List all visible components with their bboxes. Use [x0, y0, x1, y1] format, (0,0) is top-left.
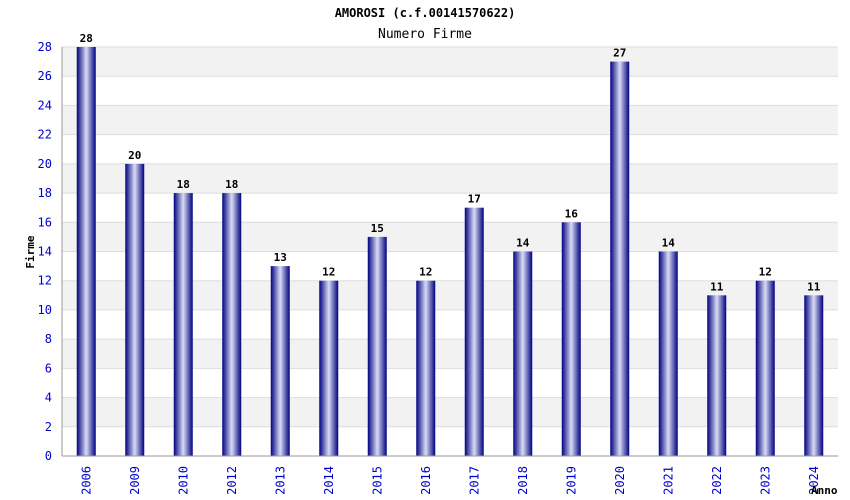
data-label: 11 [710, 280, 724, 293]
bar [270, 266, 290, 456]
data-label: 12 [419, 266, 432, 279]
bar [658, 251, 678, 456]
bar [125, 163, 145, 456]
bar [416, 280, 436, 456]
grid-band [62, 163, 838, 194]
y-tick-label: 2 [45, 420, 52, 434]
data-label: 14 [662, 237, 676, 250]
x-tick-label: 2022 [710, 466, 724, 495]
x-tick-label: 2012 [225, 466, 239, 495]
data-label: 17 [468, 193, 481, 206]
bar [319, 280, 339, 456]
x-tick-label: 2018 [516, 466, 530, 495]
x-tick-label: 2023 [758, 466, 772, 495]
data-labels: 28 20 18 18 13 12 15 12 17 14 16 27 14 11 12 11 [80, 32, 821, 293]
y-tick-label: 22 [38, 128, 52, 142]
x-axis-label: Anno [811, 484, 838, 497]
y-tick-label: 24 [38, 98, 52, 112]
bar [367, 236, 387, 456]
x-tick-label: 2020 [613, 466, 627, 495]
y-tick-label: 16 [38, 215, 52, 229]
grid-band [62, 47, 838, 77]
x-tick-label: 2024 [807, 466, 821, 495]
chart-subtitle: Numero Firme [378, 27, 472, 42]
x-tick-label: 2010 [176, 466, 190, 495]
x-tick-label: 2006 [79, 466, 93, 495]
x-tick-label: 2013 [273, 466, 287, 495]
data-label: 12 [322, 266, 335, 279]
bar [610, 61, 630, 456]
data-label: 13 [274, 251, 287, 264]
x-tick-label: 2019 [564, 466, 578, 495]
x-tick-label: 2021 [661, 466, 675, 495]
bar [561, 222, 581, 456]
y-tick-label: 18 [38, 186, 52, 200]
bar [222, 193, 242, 457]
x-tick-label: 2016 [419, 466, 433, 495]
chart-title: AMOROSI (c.f.00141570622) [335, 6, 516, 20]
y-tick-label: 26 [38, 69, 52, 83]
x-tick-label: 2017 [467, 466, 481, 495]
bar [173, 193, 193, 457]
grid-band [62, 105, 838, 135]
y-tick-label: 14 [38, 245, 52, 259]
data-label: 27 [613, 47, 626, 60]
bar [755, 280, 775, 456]
data-label: 11 [807, 280, 821, 293]
y-tick-label: 12 [38, 274, 52, 288]
y-tick-label: 6 [45, 361, 52, 375]
data-label: 12 [759, 266, 772, 279]
y-tick-label: 10 [38, 303, 52, 317]
x-tick-label: 2015 [370, 466, 384, 495]
bar [707, 295, 727, 456]
data-label: 20 [128, 149, 141, 162]
y-tick-label: 20 [38, 157, 52, 171]
x-axis-ticks: 2006 2009 2010 2012 2013 2014 2015 2016 2017 2018… [79, 466, 821, 495]
y-tick-label: 28 [38, 40, 52, 54]
bar [464, 207, 484, 456]
data-label: 18 [225, 178, 238, 191]
x-tick-label: 2009 [128, 466, 142, 495]
data-label: 14 [516, 237, 530, 250]
y-tick-label: 0 [45, 449, 52, 463]
bar [804, 295, 824, 456]
bar [76, 47, 96, 456]
bar [513, 251, 533, 456]
y-tick-label: 4 [45, 391, 52, 405]
y-tick-label: 8 [45, 332, 52, 346]
data-label: 15 [371, 222, 384, 235]
data-label: 16 [565, 207, 579, 220]
data-label: 28 [80, 32, 93, 45]
x-tick-label: 2014 [322, 466, 336, 495]
bars [76, 47, 824, 457]
y-axis-label: Firme [24, 235, 37, 268]
data-label: 18 [177, 178, 190, 191]
